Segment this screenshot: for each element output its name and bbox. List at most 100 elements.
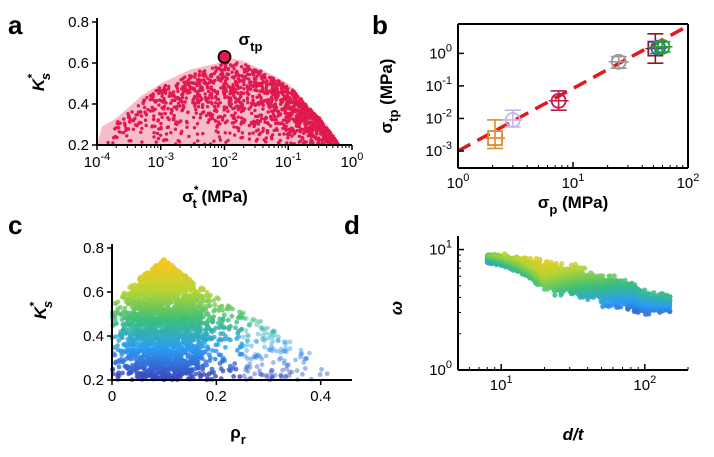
data-point — [195, 78, 200, 82]
data-point — [308, 130, 313, 134]
x-tick-label: 100 — [447, 172, 470, 192]
data-point — [240, 74, 244, 78]
data-point — [249, 343, 254, 349]
data-point — [261, 126, 265, 131]
data-point — [242, 70, 247, 74]
data-point — [252, 68, 256, 72]
data-point — [190, 86, 195, 91]
data-point — [282, 85, 286, 89]
data-point — [227, 72, 231, 77]
data-point — [243, 328, 249, 333]
data-point — [246, 100, 250, 105]
data-point — [276, 140, 281, 145]
data-point — [232, 63, 237, 67]
data-point — [236, 115, 240, 119]
data-point — [274, 91, 278, 96]
data-point — [185, 121, 189, 125]
data-point — [158, 98, 162, 102]
data-point — [185, 125, 189, 129]
data-point — [233, 100, 238, 104]
data-point — [268, 101, 273, 106]
data-point — [156, 119, 160, 123]
data-point — [183, 85, 187, 90]
data-point — [224, 105, 228, 110]
data-point — [278, 346, 284, 352]
data-point — [240, 107, 244, 111]
data-point — [277, 132, 282, 137]
data-point — [212, 88, 217, 93]
data-point — [233, 111, 237, 115]
data-point — [144, 123, 148, 128]
y-axis-label: K*s — [27, 301, 55, 319]
data-point — [225, 76, 229, 81]
data-point — [217, 336, 223, 342]
data-point — [249, 105, 253, 109]
data-point — [234, 319, 240, 325]
data-point — [225, 303, 231, 309]
data-point — [206, 89, 211, 94]
data-point — [277, 90, 281, 95]
data-point — [288, 131, 292, 135]
data-point — [244, 63, 248, 67]
data-point — [309, 138, 313, 142]
y-tick-label: 0.2 — [68, 137, 89, 154]
data-point — [296, 125, 301, 129]
data-point — [231, 83, 235, 87]
data-point — [230, 113, 234, 118]
data-point — [231, 107, 235, 111]
data-point — [242, 91, 246, 96]
data-point — [133, 116, 137, 121]
data-point — [228, 89, 233, 94]
data-point — [276, 114, 280, 119]
data-point — [232, 94, 236, 99]
data-point — [241, 373, 247, 379]
data-point — [176, 89, 180, 94]
data-point — [256, 128, 260, 132]
data-point — [220, 71, 224, 76]
x-tick-label: 10-4 — [84, 151, 110, 171]
data-point — [242, 82, 246, 87]
data-point — [264, 372, 270, 378]
data-point — [240, 135, 245, 140]
data-point — [159, 112, 164, 116]
data-point — [233, 325, 238, 331]
data-point — [160, 91, 164, 96]
data-point — [261, 129, 265, 134]
data-point — [111, 141, 115, 145]
data-point — [235, 125, 239, 130]
data-point — [146, 108, 150, 112]
data-point — [270, 360, 276, 365]
data-point — [240, 131, 245, 135]
data-point — [303, 355, 309, 361]
data-point — [116, 120, 120, 124]
data-point — [192, 115, 196, 120]
data-point — [198, 95, 202, 99]
data-point — [166, 116, 170, 120]
data-point — [252, 83, 256, 88]
data-point — [136, 110, 141, 114]
data-point — [289, 126, 293, 131]
data-point — [180, 108, 184, 113]
data-point — [324, 371, 330, 377]
data-point — [297, 140, 302, 144]
data-point — [277, 81, 282, 85]
data-point — [201, 103, 205, 107]
data-point — [290, 134, 294, 138]
x-tick-label: 10-1 — [275, 151, 301, 171]
data-point — [239, 85, 243, 90]
data-point — [206, 352, 212, 358]
panel-label-c: c — [8, 210, 22, 240]
data-point — [206, 77, 210, 81]
data-point — [262, 138, 266, 142]
data-point — [289, 91, 294, 95]
point-cloud — [106, 60, 340, 147]
data-point — [282, 132, 286, 136]
y-tick-label: 0.2 — [83, 372, 104, 389]
data-point — [171, 117, 176, 121]
data-point — [319, 367, 324, 372]
data-point — [129, 118, 133, 122]
data-point — [214, 295, 220, 301]
data-point — [259, 96, 263, 100]
